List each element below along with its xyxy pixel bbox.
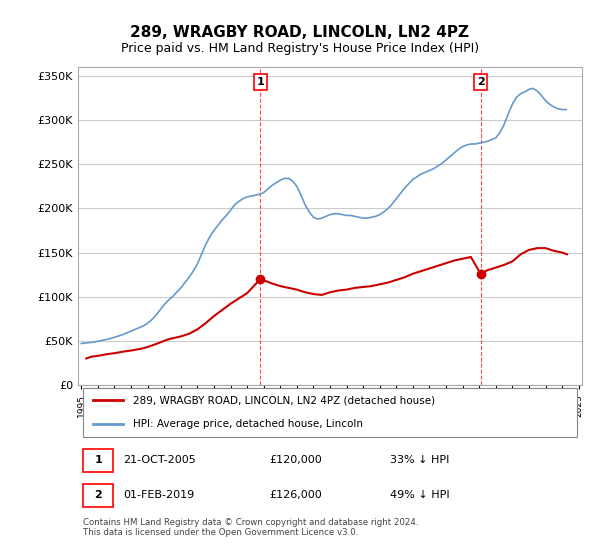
FancyBboxPatch shape bbox=[83, 484, 113, 507]
Text: £126,000: £126,000 bbox=[269, 491, 322, 501]
Text: 1: 1 bbox=[256, 77, 264, 87]
Text: 2: 2 bbox=[94, 491, 102, 501]
Text: Contains HM Land Registry data © Crown copyright and database right 2024.
This d: Contains HM Land Registry data © Crown c… bbox=[83, 517, 419, 537]
Text: 289, WRAGBY ROAD, LINCOLN, LN2 4PZ: 289, WRAGBY ROAD, LINCOLN, LN2 4PZ bbox=[131, 25, 470, 40]
FancyBboxPatch shape bbox=[83, 449, 113, 472]
Text: Price paid vs. HM Land Registry's House Price Index (HPI): Price paid vs. HM Land Registry's House … bbox=[121, 42, 479, 55]
Text: 49% ↓ HPI: 49% ↓ HPI bbox=[391, 491, 450, 501]
Text: 33% ↓ HPI: 33% ↓ HPI bbox=[391, 455, 450, 465]
Text: 01-FEB-2019: 01-FEB-2019 bbox=[124, 491, 194, 501]
Text: 2: 2 bbox=[476, 77, 484, 87]
Text: HPI: Average price, detached house, Lincoln: HPI: Average price, detached house, Linc… bbox=[133, 419, 364, 430]
Text: £120,000: £120,000 bbox=[269, 455, 322, 465]
Text: 21-OCT-2005: 21-OCT-2005 bbox=[124, 455, 196, 465]
Text: 289, WRAGBY ROAD, LINCOLN, LN2 4PZ (detached house): 289, WRAGBY ROAD, LINCOLN, LN2 4PZ (deta… bbox=[133, 395, 436, 405]
FancyBboxPatch shape bbox=[83, 388, 577, 437]
Text: 1: 1 bbox=[94, 455, 102, 465]
